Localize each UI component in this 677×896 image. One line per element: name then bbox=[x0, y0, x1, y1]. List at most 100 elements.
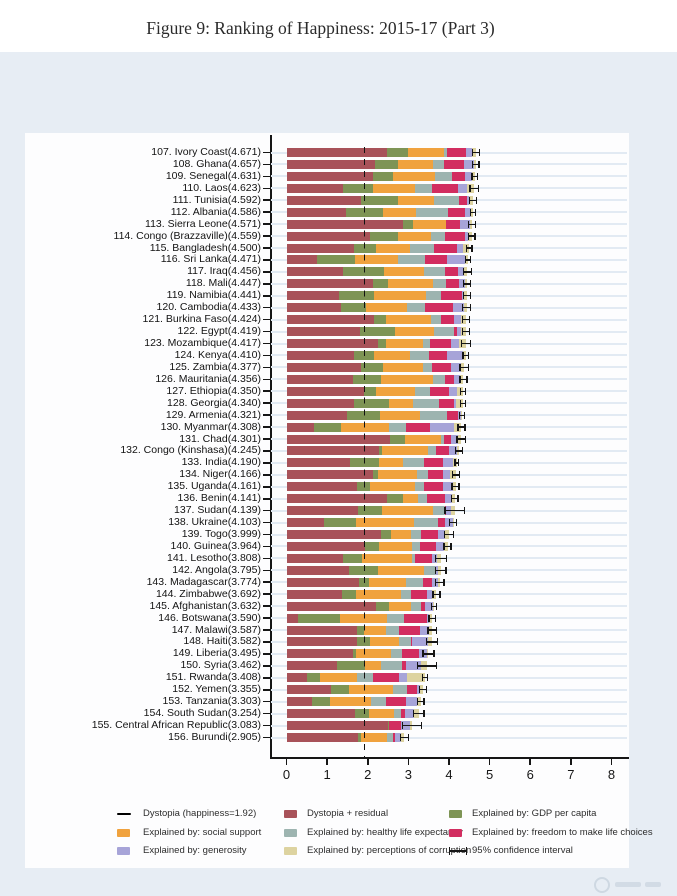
bar-segment-generosity bbox=[442, 470, 451, 480]
bar-segment-health bbox=[393, 709, 401, 719]
bar-segment-dystopia_residual bbox=[286, 339, 378, 349]
row-gridline bbox=[271, 605, 627, 608]
bar-segment-social bbox=[381, 374, 434, 384]
country-label: 110. Laos(4.623) bbox=[182, 181, 261, 194]
y-tick bbox=[263, 342, 270, 345]
bar-segment-gdp bbox=[337, 661, 366, 671]
bar-segment-freedom bbox=[445, 267, 458, 277]
error-bar bbox=[444, 507, 465, 515]
country-label: 124. Kenya(4.410) bbox=[174, 348, 261, 361]
bar-segment-health bbox=[411, 601, 422, 611]
bar-segment-generosity bbox=[465, 171, 472, 181]
y-tick bbox=[263, 485, 270, 488]
bar-segment-gdp bbox=[360, 362, 384, 372]
bar-segment-gdp bbox=[361, 195, 398, 205]
x-tick bbox=[326, 759, 328, 765]
country-label: 120. Cambodia(4.433) bbox=[156, 301, 261, 314]
legend-label: Explained by: social support bbox=[143, 826, 262, 838]
bar-segment-dystopia_residual bbox=[286, 255, 318, 265]
error-bar-line bbox=[412, 713, 425, 715]
y-tick bbox=[263, 223, 270, 225]
bar-segment-dystopia_residual bbox=[286, 327, 360, 337]
error-bar-line bbox=[471, 163, 480, 166]
bar-segment-gdp bbox=[387, 721, 389, 731]
country-label: 145. Afghanistan(3.632) bbox=[149, 599, 261, 612]
error-bar bbox=[459, 375, 468, 383]
figure-title: Figure 9: Ranking of Happiness: 2015-17 … bbox=[146, 18, 495, 38]
bar-segment-generosity bbox=[454, 374, 460, 384]
legend-swatch-gdp bbox=[449, 810, 462, 818]
bar-row bbox=[286, 482, 456, 492]
y-tick bbox=[263, 509, 270, 512]
error-bar-line bbox=[416, 701, 425, 703]
error-bar-line bbox=[399, 736, 410, 739]
error-bar-line bbox=[425, 641, 439, 643]
error-bar-line bbox=[469, 211, 477, 213]
row-gridline bbox=[271, 712, 627, 715]
bar-segment-generosity bbox=[453, 315, 461, 325]
x-tick bbox=[407, 759, 410, 765]
error-bar bbox=[401, 722, 422, 730]
country-label: 112. Albania(4.586) bbox=[170, 205, 261, 218]
error-bar bbox=[462, 268, 473, 276]
bar-row bbox=[286, 255, 469, 265]
error-bar bbox=[469, 208, 477, 216]
bar-segment-generosity bbox=[457, 183, 468, 193]
bar-segment-dystopia_residual bbox=[286, 148, 387, 157]
bar-segment-generosity bbox=[405, 661, 422, 671]
x-tick bbox=[570, 759, 572, 765]
bar-segment-dystopia_residual bbox=[286, 458, 350, 468]
bar-segment-social bbox=[369, 637, 399, 647]
bar-segment-social bbox=[395, 327, 434, 337]
bar-segment-freedom bbox=[410, 637, 412, 647]
bar-segment-freedom bbox=[427, 494, 446, 504]
bar-segment-generosity bbox=[395, 733, 402, 742]
bar-segment-social bbox=[392, 171, 436, 181]
error-bar-line bbox=[422, 653, 435, 655]
bar-segment-gdp bbox=[355, 709, 369, 719]
country-label: 152. Yemen(3.355) bbox=[172, 683, 261, 696]
error-bar-line bbox=[469, 187, 480, 189]
error-bar-line bbox=[432, 593, 441, 595]
country-label: 108. Ghana(4.657) bbox=[172, 157, 261, 170]
bar-row bbox=[286, 267, 468, 277]
error-bar-line bbox=[468, 223, 477, 225]
bar-segment-freedom bbox=[429, 339, 452, 349]
error-bar-line bbox=[416, 665, 438, 667]
error-bar-line bbox=[418, 689, 427, 691]
legend-swatch-social bbox=[117, 828, 130, 837]
legend-label: Dystopia + residual bbox=[307, 808, 389, 819]
bar-segment-freedom bbox=[388, 721, 402, 731]
bar-segment-freedom bbox=[414, 553, 432, 563]
bar-segment-social bbox=[389, 601, 411, 611]
country-label: 150. Syria(3.462) bbox=[180, 659, 261, 672]
country-label: 128. Georgia(4.340) bbox=[167, 396, 261, 409]
bar-segment-social bbox=[384, 267, 424, 277]
bar-segment-generosity bbox=[460, 219, 470, 229]
bar-segment-gdp bbox=[357, 506, 383, 516]
error-bar-line bbox=[449, 521, 458, 524]
y-tick bbox=[263, 354, 270, 357]
error-bar bbox=[425, 638, 439, 646]
row-gridline bbox=[271, 700, 627, 703]
error-bar-line bbox=[434, 581, 445, 583]
error-bar bbox=[471, 160, 480, 168]
bar-segment-gdp bbox=[377, 339, 386, 349]
bar-segment-gdp bbox=[354, 398, 389, 408]
bar-segment-dystopia_residual bbox=[286, 422, 314, 432]
y-axis-line bbox=[270, 135, 272, 757]
error-bar-line bbox=[462, 354, 469, 357]
bar-segment-health bbox=[424, 565, 435, 575]
row-gridline bbox=[271, 676, 627, 679]
bar-segment-dystopia_residual bbox=[286, 709, 356, 719]
error-bar bbox=[462, 316, 471, 324]
error-bar-line bbox=[462, 271, 473, 273]
x-tick-label: 8 bbox=[607, 767, 616, 782]
bar-segment-social bbox=[370, 482, 415, 492]
bar-segment-dystopia_residual bbox=[286, 219, 403, 229]
bar-segment-freedom bbox=[404, 613, 427, 623]
bar-segment-health bbox=[414, 386, 431, 396]
error-bar-line bbox=[457, 426, 466, 428]
error-bar bbox=[472, 149, 481, 156]
bar-segment-generosity bbox=[431, 553, 437, 563]
